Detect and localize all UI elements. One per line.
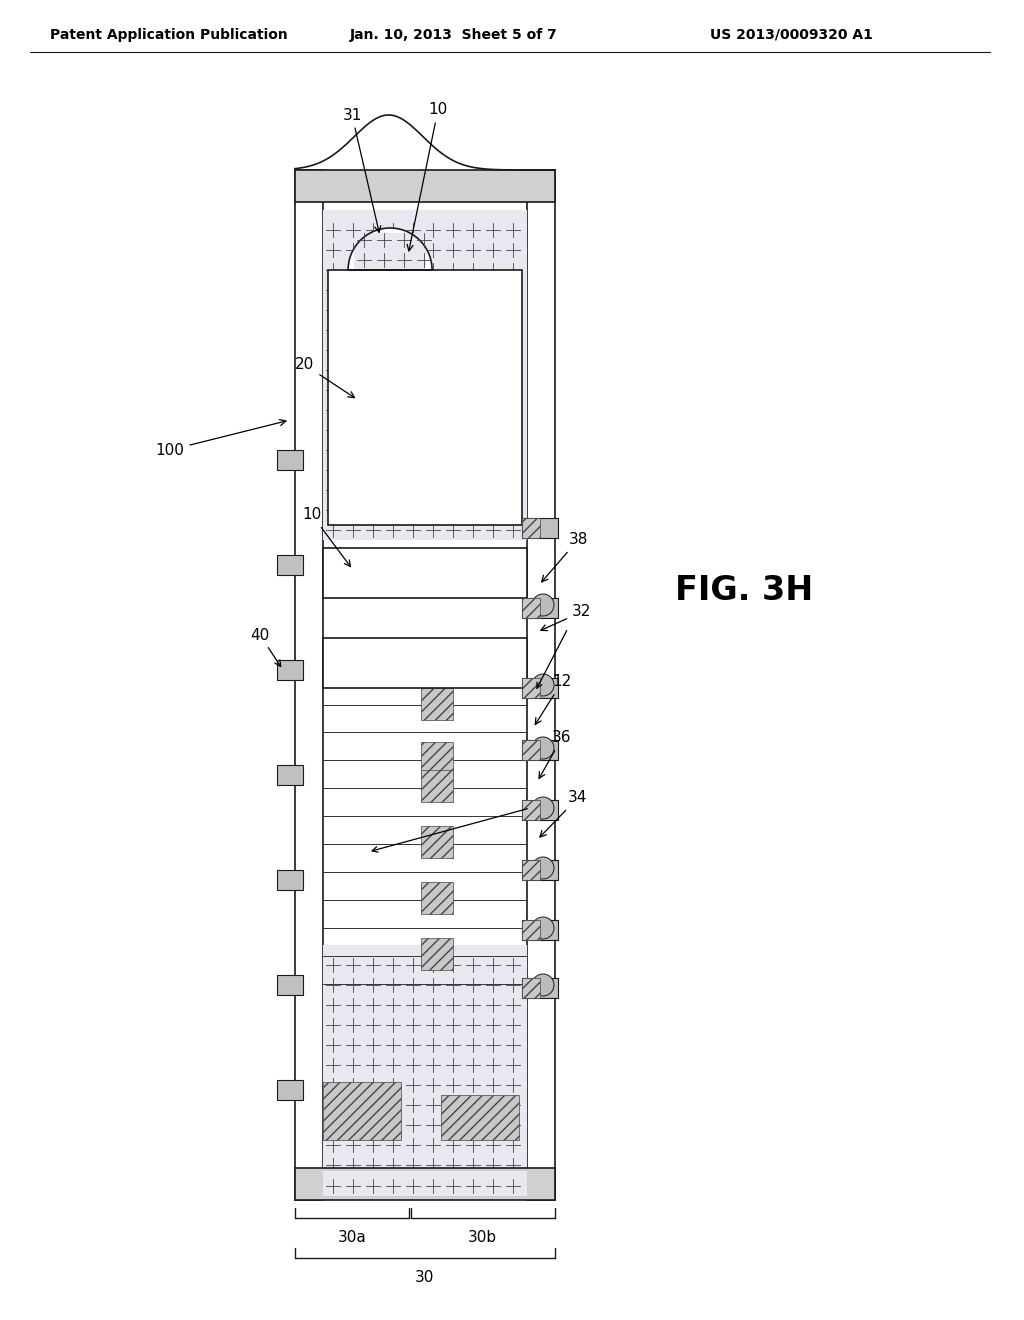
Bar	[278, 870, 303, 890]
Bar	[421, 939, 453, 970]
Circle shape	[532, 737, 554, 759]
Text: 36: 36	[539, 730, 571, 779]
Circle shape	[532, 974, 554, 997]
Text: 12: 12	[536, 675, 571, 725]
Bar	[323, 1171, 527, 1196]
Bar	[295, 1168, 555, 1200]
Bar	[441, 1096, 519, 1140]
Bar	[295, 170, 323, 1200]
Bar	[522, 741, 558, 760]
Bar	[323, 548, 527, 598]
Bar	[323, 638, 527, 688]
Bar	[328, 271, 522, 525]
Bar	[522, 598, 540, 618]
Text: Patent Application Publication: Patent Application Publication	[50, 28, 288, 42]
Bar	[323, 945, 527, 1175]
Bar	[278, 450, 303, 470]
Bar	[522, 920, 540, 940]
Bar	[522, 978, 558, 998]
Circle shape	[532, 917, 554, 939]
Bar	[295, 170, 555, 202]
Text: 30b: 30b	[468, 1230, 498, 1245]
Text: 32: 32	[541, 605, 592, 631]
Bar	[421, 826, 453, 858]
Bar	[421, 882, 453, 913]
Text: 20: 20	[295, 358, 354, 397]
Bar	[522, 678, 558, 698]
Circle shape	[532, 675, 554, 696]
Bar	[522, 920, 558, 940]
Bar	[421, 770, 453, 803]
Text: 30a: 30a	[338, 1230, 367, 1245]
Text: 30: 30	[416, 1270, 434, 1284]
Bar	[323, 1082, 400, 1140]
Bar	[522, 800, 540, 820]
Text: 40: 40	[251, 627, 281, 667]
Bar	[522, 800, 558, 820]
Bar	[354, 234, 426, 271]
Bar	[522, 741, 540, 760]
Bar	[278, 660, 303, 680]
Bar	[522, 517, 540, 539]
Text: 10: 10	[408, 103, 447, 251]
Text: FIG. 3H: FIG. 3H	[675, 573, 813, 606]
Bar	[323, 210, 527, 540]
Bar	[278, 1080, 303, 1100]
Text: 38: 38	[542, 532, 588, 582]
Text: US 2013/0009320 A1: US 2013/0009320 A1	[710, 28, 872, 42]
Bar	[522, 978, 540, 998]
Text: Jan. 10, 2013  Sheet 5 of 7: Jan. 10, 2013 Sheet 5 of 7	[350, 28, 558, 42]
Bar	[278, 766, 303, 785]
Bar	[522, 517, 558, 539]
Bar	[421, 742, 453, 774]
Text: 34: 34	[540, 791, 588, 837]
Text: 100: 100	[156, 420, 286, 458]
Bar	[527, 170, 555, 1200]
Circle shape	[532, 594, 554, 616]
Bar	[421, 688, 453, 719]
Polygon shape	[348, 228, 432, 271]
Bar	[278, 975, 303, 995]
Bar	[278, 554, 303, 576]
Bar	[522, 678, 540, 698]
Bar	[522, 861, 558, 880]
Text: 31: 31	[342, 107, 381, 232]
Bar	[522, 598, 558, 618]
Circle shape	[532, 857, 554, 879]
Circle shape	[532, 797, 554, 818]
Bar	[522, 861, 540, 880]
Text: 10: 10	[302, 507, 350, 566]
